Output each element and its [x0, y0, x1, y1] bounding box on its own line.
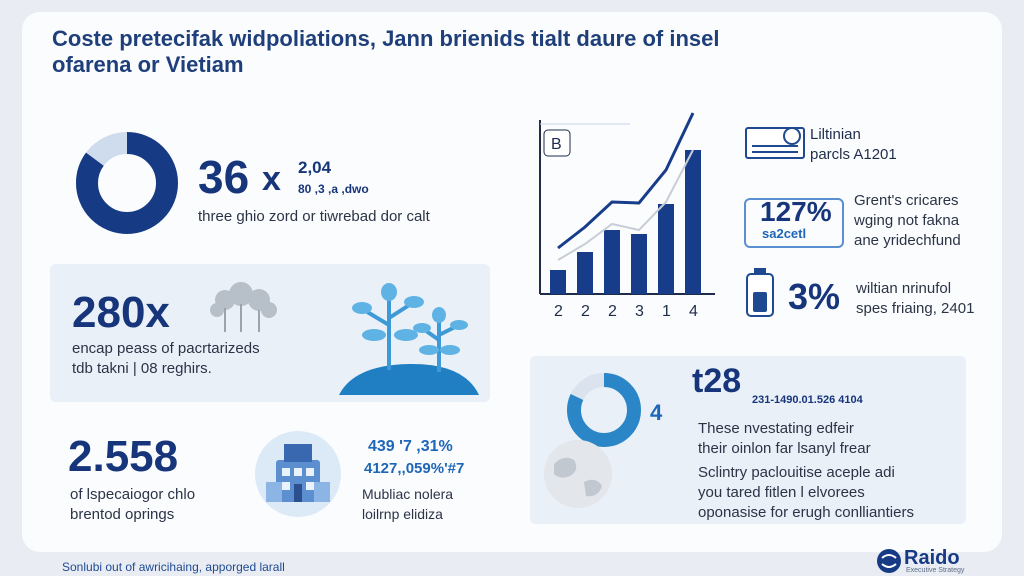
chart-x-tick: 4	[689, 303, 698, 320]
stat4-line-2: 4127,,059%'#7	[364, 460, 465, 477]
panel-desc-1: These nvestating edfeir	[698, 420, 854, 437]
chart-bar	[631, 234, 647, 294]
stat2-desc-2: tdb takni | 08 reghirs.	[72, 360, 212, 377]
right2-box	[744, 198, 844, 248]
chart-bar	[685, 150, 701, 294]
page-title: Coste pretecifak widpoliations, Jann bri…	[52, 26, 720, 77]
right2-desc-1: Grent's cricares	[854, 192, 959, 209]
trees-sketch-icon	[210, 282, 277, 332]
stat4-desc-2: loilrnp elidiza	[362, 506, 443, 522]
chart-x-tick: 2	[554, 303, 563, 320]
chart-bar	[577, 252, 593, 294]
stat4-line-1: 439 '7 ,31%	[368, 438, 453, 455]
stat2-desc-1: encap peass of pacrtarizeds	[72, 340, 260, 357]
right3-desc-2: spes friaing, 2401	[856, 300, 975, 317]
battery-icon	[746, 268, 774, 317]
stat4-desc-1: Mubliac nolera	[362, 486, 454, 502]
right2-desc-3: ane yridechfund	[854, 232, 961, 249]
stat1-arrow: x	[262, 160, 281, 198]
logo-tagline: Executive Strategy	[906, 567, 965, 574]
stat1-sub-b: 80 ,3 ,a ,dwo	[298, 182, 369, 196]
panel-desc-2: their oinlon far lsanyl frear	[698, 440, 871, 457]
right1-line-2: parcls A1201	[810, 146, 897, 163]
chart-bar	[604, 230, 620, 294]
panel-value: t28	[692, 362, 742, 400]
stat1-sub-a: 2,04	[298, 158, 332, 177]
footer-note: Sonlubi out of awricihaing, apporged lar…	[62, 560, 285, 574]
panel-arrow: 4	[650, 400, 663, 425]
donut-chart-2	[567, 373, 641, 447]
logo-icon	[877, 549, 901, 573]
right3-desc-1: wiltian nrinufol	[856, 280, 952, 297]
logo-name[interactable]: Raido	[904, 547, 960, 569]
donut-chart-1	[76, 132, 178, 234]
globe-icon	[544, 440, 612, 508]
stat1-description: three ghio zord or tiwrebad dor calt	[198, 208, 430, 225]
right2-value: 127%	[760, 196, 832, 227]
stat1-value: 36	[198, 151, 250, 203]
panel-desc-4: you tared fitlen l elvorees	[698, 484, 865, 501]
card-icon	[745, 127, 805, 159]
right2-sub: sa2cetl	[762, 226, 807, 241]
right2-desc-2: wging not fakna	[854, 212, 960, 229]
growth-chart: B 2 2 2 3 1 4	[539, 112, 715, 320]
building-icon	[255, 431, 341, 517]
stat2-value: 280x	[72, 288, 170, 337]
panel-sub: 231-1490.01.526 4104	[752, 394, 863, 406]
chart-x-tick: 3	[635, 303, 644, 320]
panel-desc-5: oponasise for erugh conlliantiers	[698, 504, 914, 521]
right1-line-1: Liltinian	[810, 126, 861, 143]
chart-x-tick: 1	[662, 303, 671, 320]
right3-value: 3%	[788, 276, 841, 317]
chart-x-tick: 2	[608, 303, 617, 320]
trees-illustration-icon	[339, 283, 479, 395]
chart-bar	[658, 204, 674, 294]
stat3-value: 2.558	[68, 432, 179, 481]
chart-badge	[543, 129, 571, 157]
chart-x-tick: 2	[581, 303, 590, 320]
chart-bar	[550, 270, 566, 294]
stat3-desc-1: of lspecaiogor chlo	[70, 486, 196, 503]
panel-desc-3: Sclintry paclouitise aceple adi	[698, 464, 895, 481]
chart-badge-label: B	[551, 136, 562, 153]
stat3-desc-2: brentod oprings	[70, 506, 175, 523]
